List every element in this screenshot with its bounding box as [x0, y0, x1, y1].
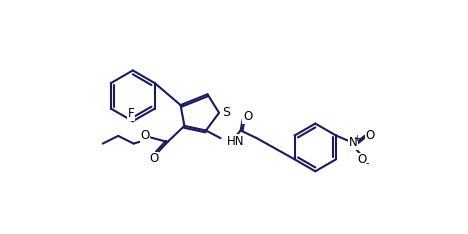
Text: O: O — [243, 110, 252, 123]
Text: F: F — [128, 107, 135, 120]
Text: O: O — [366, 129, 374, 142]
Text: O: O — [357, 153, 366, 166]
Text: O: O — [149, 153, 158, 165]
Text: -: - — [365, 158, 369, 168]
Text: S: S — [222, 106, 230, 119]
Text: +: + — [353, 134, 360, 143]
Text: O: O — [140, 129, 150, 142]
Text: N: N — [349, 136, 358, 149]
Text: HN: HN — [227, 135, 244, 148]
